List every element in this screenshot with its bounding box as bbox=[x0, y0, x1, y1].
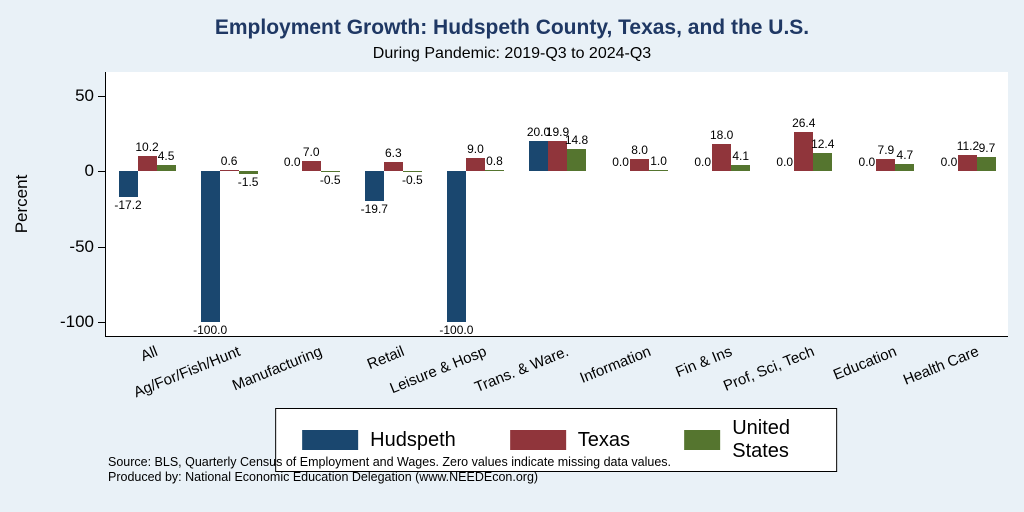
y-tick-label: 0 bbox=[84, 161, 94, 181]
x-tick-label: All bbox=[138, 343, 161, 366]
bar-hudspeth bbox=[118, 171, 138, 198]
bar-value-label: -0.5 bbox=[401, 173, 423, 188]
source-line: Source: BLS, Quarterly Census of Employm… bbox=[108, 455, 672, 469]
bar-hudspeth bbox=[446, 171, 466, 322]
bar-value-label: 0.6 bbox=[220, 154, 238, 169]
bar-hudspeth bbox=[529, 141, 548, 172]
bar-value-label: 8.0 bbox=[631, 143, 648, 158]
bar-value-label: 9.7 bbox=[978, 140, 996, 155]
bar-hudspeth bbox=[364, 171, 384, 202]
bar-value-label: -17.2 bbox=[114, 198, 142, 213]
bar-texas bbox=[548, 141, 567, 172]
bar-value-label: 7.9 bbox=[877, 143, 895, 158]
bar-value-label: 20.0 bbox=[526, 125, 551, 140]
bar-value-label: -100.0 bbox=[193, 322, 228, 337]
bar-texas bbox=[876, 159, 896, 172]
x-tick-label: Health Care bbox=[900, 343, 982, 389]
legend-label-united-states: United States bbox=[732, 417, 791, 462]
bar-value-label: 0.8 bbox=[486, 154, 503, 169]
legend-item-united-states: United States bbox=[684, 417, 810, 463]
bar-hudspeth bbox=[200, 171, 220, 322]
bar-united-states bbox=[320, 171, 340, 173]
bar-texas bbox=[383, 161, 403, 172]
bar-united-states bbox=[567, 149, 586, 172]
chart-title: Employment Growth: Hudspeth County, Texa… bbox=[214, 16, 810, 39]
y-tick-label: -50 bbox=[69, 236, 94, 256]
bar-texas bbox=[301, 160, 321, 172]
bar-value-label: 4.1 bbox=[732, 149, 750, 164]
bar-united-states bbox=[813, 152, 833, 172]
y-axis-title: Percent bbox=[12, 174, 31, 234]
legend: Hudspeth Texas United States bbox=[275, 408, 837, 472]
bar-value-label: 6.3 bbox=[384, 145, 402, 160]
bar-value-label: 7.0 bbox=[302, 144, 320, 159]
bar-value-label: -100.0 bbox=[439, 322, 474, 337]
bar-value-label: 1.0 bbox=[650, 153, 667, 168]
bar-texas bbox=[219, 170, 239, 172]
bar-value-label: 19.9 bbox=[545, 125, 570, 140]
bar-value-label: 9.0 bbox=[467, 141, 484, 156]
bar-texas bbox=[958, 154, 978, 172]
bar-value-label: 11.2 bbox=[956, 138, 980, 153]
chart-subtitle: During Pandemic: 2019-Q3 to 2024-Q3 bbox=[372, 45, 652, 62]
bar-value-label: 0.0 bbox=[776, 155, 794, 170]
x-tick-label: Manufacturing bbox=[230, 343, 325, 395]
bar-united-states bbox=[238, 171, 258, 174]
bar-united-states bbox=[649, 169, 669, 172]
bar-value-label: 0.0 bbox=[694, 155, 712, 170]
bar-value-label: 10.2 bbox=[135, 140, 159, 155]
plot-area: -17.2 -100.0 0.0 -19.7 -100.0 20.0 0.0 0.0 0.0 0.… bbox=[105, 72, 1008, 337]
bar-value-label: 0.0 bbox=[940, 155, 958, 170]
bar-value-label: 4.7 bbox=[896, 148, 914, 163]
bar-united-states bbox=[156, 164, 176, 172]
legend-swatch-texas bbox=[509, 430, 566, 450]
source-notes: Source: BLS, Quarterly Census of Employm… bbox=[108, 455, 671, 485]
y-tick-label: 50 bbox=[75, 86, 94, 106]
x-tick-label: Retail bbox=[364, 343, 407, 374]
bar-texas bbox=[465, 157, 485, 172]
bar-value-label: 26.4 bbox=[792, 115, 816, 130]
y-tick-mark bbox=[98, 321, 105, 323]
bar-texas bbox=[794, 131, 814, 172]
x-tick-label: Fin & Ins bbox=[673, 343, 736, 381]
bar-value-label: -19.7 bbox=[360, 202, 388, 217]
bar-value-label: 14.8 bbox=[564, 133, 589, 148]
produced-by-line: Produced by: National Economic Education… bbox=[108, 470, 539, 484]
y-tick-label: -100 bbox=[59, 311, 94, 331]
legend-label-texas: Texas bbox=[577, 428, 631, 451]
y-tick-mark bbox=[98, 171, 105, 173]
y-tick-mark bbox=[98, 96, 105, 98]
x-tick-label: Information bbox=[576, 343, 653, 387]
bar-value-label: 12.4 bbox=[811, 136, 835, 151]
legend-item-texas: Texas bbox=[509, 428, 631, 452]
bar-value-label: -1.5 bbox=[237, 174, 259, 189]
x-tick-label: Education bbox=[830, 343, 900, 384]
bar-texas bbox=[630, 159, 650, 172]
legend-swatch-hudspeth bbox=[302, 430, 359, 450]
y-tick-mark bbox=[98, 246, 105, 248]
bar-value-label: 4.5 bbox=[157, 148, 175, 163]
bar-value-label: -0.5 bbox=[319, 173, 341, 188]
x-tick-label: Trans. & Ware. bbox=[472, 343, 571, 397]
bar-united-states bbox=[977, 156, 997, 172]
legend-swatch-united-states bbox=[684, 430, 721, 450]
bar-texas bbox=[137, 156, 157, 172]
bar-value-label: 0.0 bbox=[858, 155, 876, 170]
bar-value-label: 0.0 bbox=[612, 155, 629, 170]
bar-united-states bbox=[895, 164, 915, 172]
bar-value-label: 18.0 bbox=[709, 128, 734, 143]
bar-united-states bbox=[402, 171, 422, 173]
bar-texas bbox=[712, 144, 732, 172]
bar-united-states bbox=[731, 165, 751, 172]
legend-item-hudspeth: Hudspeth bbox=[302, 429, 456, 452]
legend-label-hudspeth: Hudspeth bbox=[370, 428, 456, 451]
bar-value-label: 0.0 bbox=[283, 155, 301, 170]
bar-united-states bbox=[484, 170, 504, 172]
x-tick-label: Prof, Sci, Tech bbox=[721, 343, 818, 395]
